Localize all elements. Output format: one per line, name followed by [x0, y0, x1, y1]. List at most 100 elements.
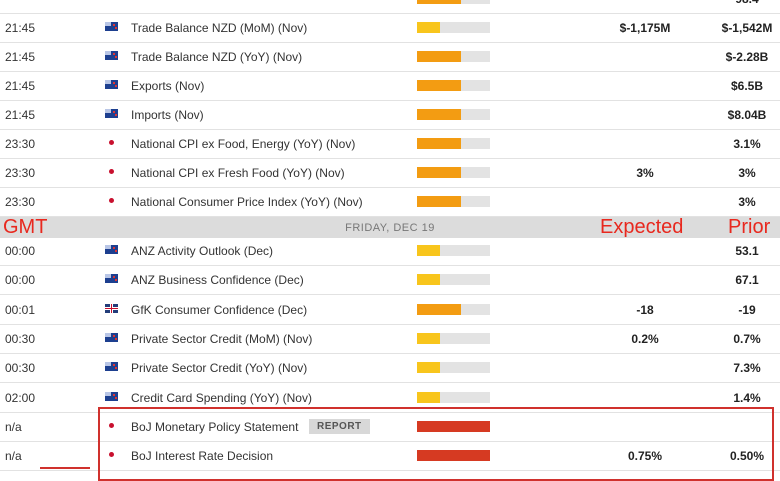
- event-name: BoJ Monetary Policy Statement: [131, 419, 299, 434]
- prior-value: 0.50%: [729, 449, 765, 464]
- impact-bar: [417, 138, 490, 149]
- day-band: [0, 217, 780, 238]
- row-separator: [0, 187, 780, 188]
- prior-value: 98.4: [700, 0, 780, 6]
- event-name: Credit Card Spending (YoY) (Nov): [131, 390, 312, 405]
- highlight-line: [40, 467, 90, 469]
- impact-bar: [417, 245, 490, 256]
- time: 21:45: [5, 21, 36, 35]
- time: 00:01: [5, 302, 36, 317]
- flag: [105, 167, 118, 176]
- impact-bar: [417, 51, 490, 62]
- time: n/a: [5, 449, 22, 464]
- row-separator: [0, 324, 780, 325]
- row-separator: [0, 100, 780, 101]
- expected-value: 0.2%: [631, 331, 659, 346]
- impact-bar: [417, 332, 490, 344]
- impact-bar: [417, 303, 490, 315]
- time: 00:00: [5, 273, 36, 288]
- prior-value: 0.7%: [733, 331, 761, 346]
- prior-value: 7.3%: [733, 361, 761, 376]
- flag: [105, 196, 118, 205]
- flag: [105, 109, 118, 118]
- day-header: FRIDAY, DEC 19: [345, 222, 435, 234]
- report-button[interactable]: REPORT: [309, 418, 370, 434]
- event-name: Exports (Nov): [131, 79, 205, 93]
- impact-bar: [417, 196, 490, 207]
- prior-value: 1.4%: [733, 390, 761, 405]
- event-name: Trade Balance NZD (MoM) (Nov): [131, 21, 308, 35]
- time: n/a: [5, 419, 22, 434]
- prior-value: 3%: [738, 166, 756, 180]
- impact-bar: [417, 80, 490, 91]
- prior-value: 53.1: [735, 244, 759, 258]
- flag: [105, 332, 118, 342]
- expected-value: -18: [636, 302, 654, 317]
- impact-bar: [417, 420, 490, 432]
- prior-value: 3.1%: [733, 137, 761, 151]
- time: 21:45: [5, 108, 36, 122]
- time: 00:30: [5, 331, 36, 346]
- flag: [105, 362, 118, 372]
- impact-bar: [417, 450, 490, 462]
- flag: [105, 22, 118, 31]
- expected-value: 3%: [636, 166, 654, 180]
- expected-annotation: Expected: [600, 216, 684, 238]
- event-name: ANZ Business Confidence (Dec): [131, 273, 304, 288]
- flag: [105, 303, 118, 313]
- time: 23:30: [5, 166, 36, 180]
- flag: [105, 450, 118, 460]
- prior-value: 3%: [738, 195, 756, 209]
- event-name: National Consumer Price Index (YoY) (Nov…: [131, 195, 363, 209]
- event-name: Private Sector Credit (MoM) (Nov): [131, 331, 313, 346]
- expected-value: 0.75%: [627, 449, 663, 464]
- flag: [105, 138, 118, 147]
- flag: [105, 245, 118, 254]
- impact-bar: [417, 362, 490, 374]
- flag: [105, 51, 118, 60]
- row-separator: [0, 353, 780, 354]
- prior-annotation: Prior: [728, 216, 771, 238]
- event-name: National CPI ex Fresh Food (YoY) (Nov): [131, 166, 345, 180]
- row-separator: [0, 294, 780, 295]
- row-separator: [0, 382, 780, 383]
- event-name: Trade Balance NZD (YoY) (Nov): [131, 50, 303, 64]
- event-name: BoJ Interest Rate Decision: [131, 449, 274, 464]
- prior-value: 67.1: [735, 273, 759, 288]
- event-name: Private Sector Credit (YoY) (Nov): [131, 361, 308, 376]
- flag: [105, 274, 118, 284]
- event-name: Imports (Nov): [131, 108, 204, 122]
- row-separator: [0, 42, 780, 43]
- prior-value: $-1,542M: [721, 21, 773, 35]
- event-name: GfK Consumer Confidence (Dec): [131, 302, 308, 317]
- event-name: National CPI ex Food, Energy (YoY) (Nov): [131, 137, 356, 151]
- row-separator: [0, 441, 780, 442]
- prior-value: $6.5B: [730, 79, 764, 93]
- row-separator: [0, 71, 780, 72]
- row-separator: [0, 13, 780, 14]
- flag: [105, 391, 118, 401]
- time: 23:30: [5, 195, 36, 209]
- impact-bar: [417, 274, 490, 286]
- time: 21:45: [5, 50, 36, 64]
- time: 00:00: [5, 244, 36, 258]
- impact-bar: [417, 109, 490, 120]
- row-separator: [0, 216, 780, 217]
- flag: [105, 80, 118, 89]
- time: 23:30: [5, 137, 36, 151]
- event-name: ANZ Activity Outlook (Dec): [131, 244, 274, 258]
- flag: [105, 420, 118, 430]
- prior-value: -19: [738, 302, 756, 317]
- impact-bar: [417, 22, 490, 33]
- row-separator: [0, 158, 780, 159]
- prior-value: $-2.28B: [725, 50, 769, 64]
- row-separator: [0, 412, 780, 413]
- gmt-annotation: GMT: [3, 216, 48, 238]
- row-separator: [0, 129, 780, 130]
- prior-value: $8.04B: [727, 108, 767, 122]
- impact-bar: [417, 391, 490, 403]
- row-separator: [0, 265, 780, 266]
- expected-value: $-1,175M: [619, 21, 671, 35]
- time: 21:45: [5, 79, 36, 93]
